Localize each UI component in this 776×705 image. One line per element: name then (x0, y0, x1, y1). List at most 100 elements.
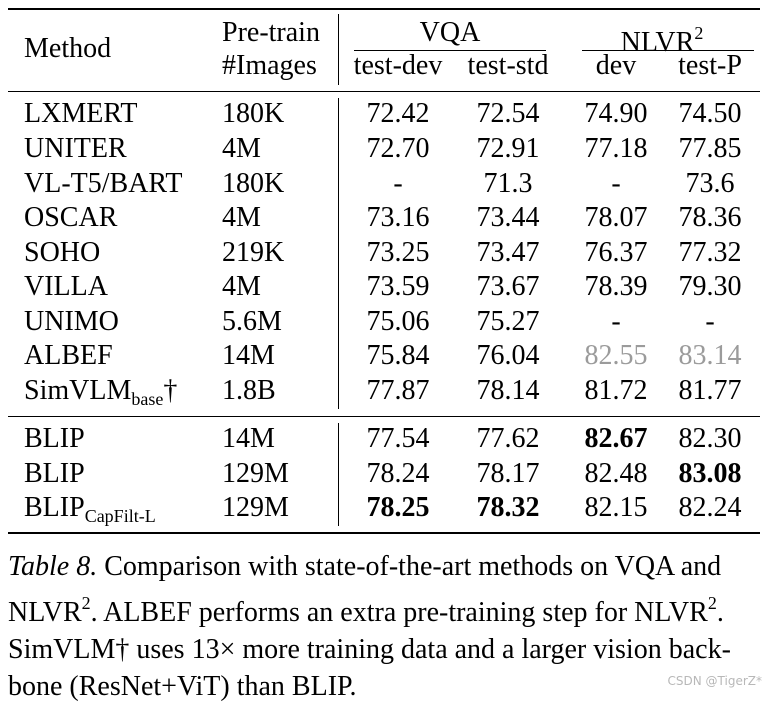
header-nlvr-sup: 2 (694, 23, 704, 43)
row-images: 4M (222, 202, 261, 233)
row-vqa-teststd: 76.04 (476, 340, 540, 371)
row-method: UNITER (24, 133, 127, 164)
row-vqa-teststd: 78.17 (476, 458, 540, 489)
table-group-rule (8, 416, 760, 417)
table-caption: Table 8. Comparison with state-of-the-ar… (8, 548, 768, 705)
row-method: BLIP (24, 423, 85, 454)
header-pretrain-line1: Pre-train (222, 17, 320, 48)
table-header-rule (8, 91, 760, 92)
header-nlvr-base: NLVR (620, 27, 695, 58)
row-nlvr-testp: 81.77 (678, 375, 742, 406)
row-nlvr-testp: 77.32 (678, 237, 742, 268)
caption-line1-text: Comparison with state-of-the-art methods… (97, 551, 722, 582)
row-vqa-teststd: 71.3 (483, 168, 533, 199)
vqa-cline (354, 50, 546, 51)
row-nlvr-dev: 76.37 (584, 237, 648, 268)
watermark: CSDN @TigerZ* (667, 674, 762, 688)
row-nlvr-dev: 77.18 (584, 133, 648, 164)
row-vqa-testdev: 72.42 (366, 98, 430, 129)
caption-line-1: Table 8. Comparison with state-of-the-ar… (8, 548, 768, 585)
table-bottom-rule (8, 532, 760, 534)
row-nlvr-dev: 78.39 (584, 271, 648, 302)
header-method: Method (24, 33, 112, 64)
row-nlvr-dev: 82.55 (584, 340, 648, 371)
row-nlvr-testp: 73.6 (685, 168, 735, 199)
row-vqa-testdev: 73.25 (366, 237, 430, 268)
row-nlvr-testp: 83.14 (678, 340, 742, 371)
row-vqa-testdev: 73.16 (366, 202, 430, 233)
row-vqa-testdev: 78.25 (366, 492, 430, 523)
row-method: UNIMO (24, 306, 119, 337)
row-vqa-testdev: 75.06 (366, 306, 430, 337)
row-method: BLIP (24, 458, 85, 489)
row-vqa-teststd: 73.47 (476, 237, 540, 268)
row-vqa-testdev: 73.59 (366, 271, 430, 302)
row-method-name: SimVLM (24, 375, 132, 406)
row-method: SimVLMbase† (24, 374, 177, 416)
row-images: 14M (222, 340, 275, 371)
row-vqa-teststd: 78.14 (476, 375, 540, 406)
row-nlvr-dev: - (611, 168, 621, 199)
header-nlvr-testp: test-P (678, 50, 742, 81)
row-vqa-testdev: 77.87 (366, 375, 430, 406)
row-method-sub: base (131, 389, 164, 409)
row-images: 1.8B (222, 375, 276, 406)
caption-line-2: NLVR2. ALBEF performs an extra pre-train… (8, 585, 768, 631)
row-vqa-teststd: 78.32 (476, 492, 540, 523)
row-vqa-testdev: - (393, 168, 403, 199)
row-nlvr-testp: 83.08 (678, 458, 742, 489)
row-vqa-testdev: 72.70 (366, 133, 430, 164)
caption-line-3: SimVLM† uses 13× more training data and … (8, 634, 731, 665)
row-vqa-testdev: 75.84 (366, 340, 430, 371)
caption-line2-c: . (716, 597, 724, 628)
caption-label: Table 8. (8, 551, 98, 582)
caption-line2-sup1: 2 (81, 593, 91, 613)
row-nlvr-testp: 82.30 (678, 423, 742, 454)
caption-line2-b: . ALBEF performs an extra pre-training s… (90, 597, 708, 628)
row-method: VL-T5/BART (24, 168, 183, 199)
header-vqa-testdev: test-dev (353, 50, 443, 81)
row-images: 219K (222, 237, 285, 268)
row-images: 14M (222, 423, 275, 454)
row-method-name: BLIP (24, 492, 85, 523)
column-separator-body-2 (338, 423, 339, 526)
caption-line2-sup2: 2 (707, 593, 717, 613)
row-nlvr-dev: 82.67 (584, 423, 648, 454)
row-vqa-teststd: 72.91 (476, 133, 540, 164)
row-nlvr-testp: - (705, 306, 715, 337)
header-vqa: VQA (419, 17, 481, 48)
row-method: SOHO (24, 237, 101, 268)
column-separator-body-1 (338, 98, 339, 409)
row-nlvr-dev: - (611, 306, 621, 337)
row-vqa-teststd: 77.62 (476, 423, 540, 454)
row-nlvr-dev: 78.07 (584, 202, 648, 233)
row-nlvr-dev: 82.15 (584, 492, 648, 523)
row-images: 5.6M (222, 306, 282, 337)
caption-line-4: bone (ResNet+ViT) than BLIP. (8, 671, 357, 702)
row-images: 180K (222, 98, 285, 129)
row-nlvr-dev: 82.48 (584, 458, 648, 489)
row-images: 129M (222, 492, 289, 523)
header-pretrain-line2: #Images (222, 50, 317, 81)
row-vqa-teststd: 75.27 (476, 306, 540, 337)
caption-line2-a: NLVR (8, 597, 82, 628)
table-top-rule (8, 8, 760, 10)
row-vqa-teststd: 72.54 (476, 98, 540, 129)
row-method: BLIPCapFilt-L (24, 491, 156, 533)
row-vqa-teststd: 73.44 (476, 202, 540, 233)
row-vqa-teststd: 73.67 (476, 271, 540, 302)
row-method-sub: CapFilt-L (84, 506, 156, 526)
row-images: 129M (222, 458, 289, 489)
nlvr-cline (582, 50, 754, 51)
row-images: 4M (222, 271, 261, 302)
row-nlvr-dev: 74.90 (584, 98, 648, 129)
row-method: VILLA (24, 271, 108, 302)
header-nlvr-dev: dev (595, 50, 637, 81)
header-nlvr: NLVR2 (621, 16, 704, 60)
row-method: LXMERT (24, 98, 138, 129)
row-nlvr-dev: 81.72 (584, 375, 648, 406)
row-nlvr-testp: 74.50 (678, 98, 742, 129)
header-vqa-teststd: test-std (467, 50, 549, 81)
row-nlvr-testp: 77.85 (678, 133, 742, 164)
row-nlvr-testp: 78.36 (678, 202, 742, 233)
